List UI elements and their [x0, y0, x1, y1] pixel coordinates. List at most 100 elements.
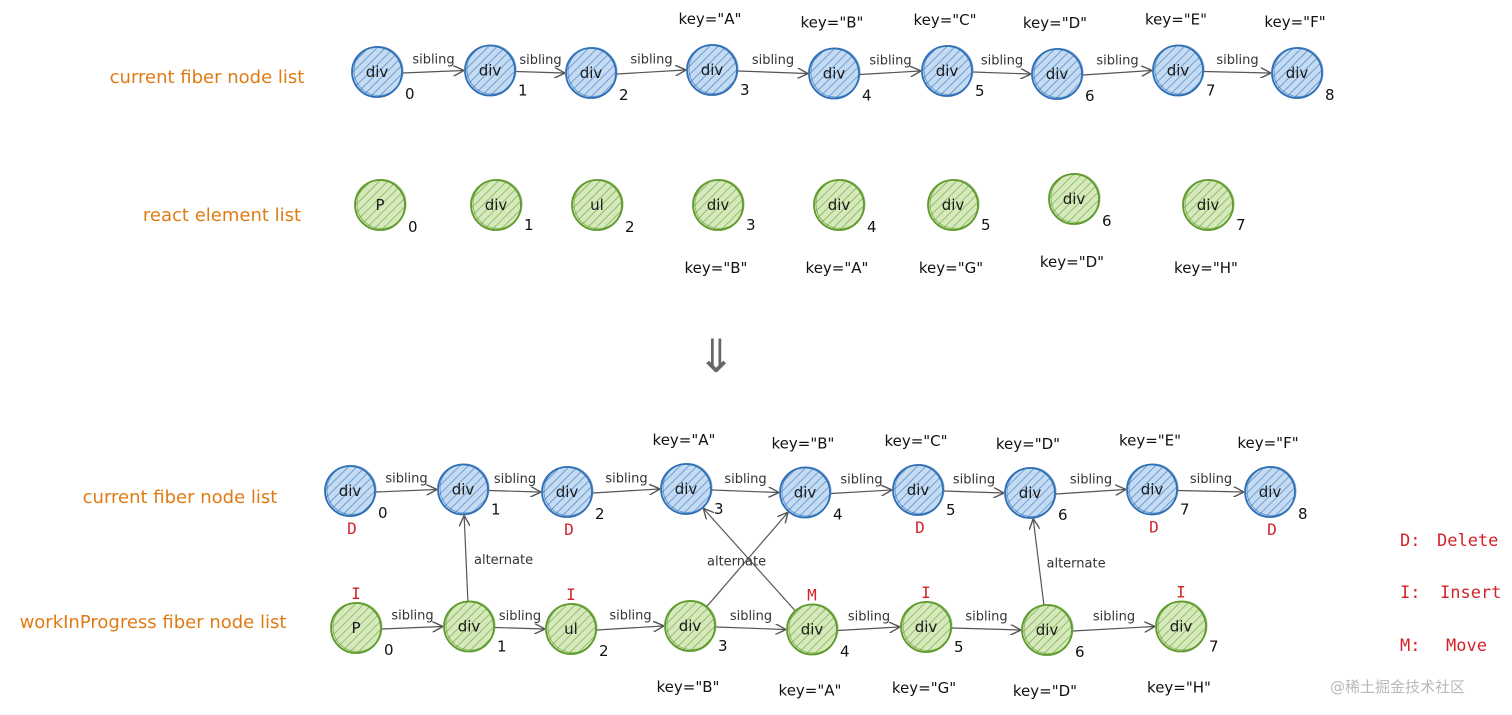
- node-index: 7: [1206, 82, 1216, 100]
- sibling-label: sibling: [385, 471, 427, 486]
- node-type-label: div: [1063, 190, 1086, 208]
- node-key: key="G": [892, 679, 956, 697]
- node-type-label: div: [707, 196, 730, 214]
- sibling-edge: [592, 489, 659, 493]
- node-type-label: div: [1141, 481, 1164, 499]
- work-in-progress-label: workInProgress fiber node list: [20, 612, 287, 633]
- alternate-edge: [464, 516, 468, 602]
- node-key: key="H": [1147, 679, 1211, 697]
- node-type-label: div: [1167, 62, 1190, 80]
- node-index: 2: [619, 86, 629, 104]
- top-current-node-1: div 1: [464, 44, 528, 100]
- node-index: 4: [867, 218, 877, 236]
- react-elements-node-0: P0: [354, 179, 418, 236]
- node-index: 8: [1298, 505, 1308, 523]
- diff-mark-D: D: [1267, 520, 1277, 539]
- node-index: 7: [1209, 638, 1219, 656]
- node-key: key="D": [996, 435, 1060, 453]
- node-key: key="A": [679, 10, 742, 28]
- sibling-edge: [1082, 71, 1151, 76]
- sibling-edge: [1203, 72, 1270, 74]
- work-in-progress-node-0: P 0 I: [330, 584, 394, 659]
- watermark: @稀土掘金技术社区: [1330, 678, 1465, 696]
- node-key: key="A": [806, 259, 869, 277]
- sibling-label: sibling: [752, 53, 794, 68]
- sibling-label: sibling: [840, 472, 882, 487]
- node-type-label: div: [479, 62, 502, 80]
- node-index: 5: [981, 216, 991, 234]
- bottom-current-label: current fiber node list: [83, 487, 278, 508]
- node-type-label: div: [458, 618, 481, 636]
- react-elements-node-6: div 6 key="D": [1040, 173, 1112, 271]
- work-in-progress-node-4: div 4 key="A" M: [779, 586, 850, 700]
- node-index: 0: [405, 85, 415, 103]
- work-in-progress-node-7: div 7 key="H" I: [1147, 583, 1219, 697]
- bottom-current-node-4: div 4 key="B": [772, 435, 843, 524]
- sibling-label: sibling: [965, 610, 1007, 625]
- bottom-current-node-3: div 3 key="A": [653, 431, 724, 518]
- top-current-node-4: div 4 key="B": [801, 14, 872, 105]
- sibling-label: sibling: [1096, 53, 1138, 68]
- sibling-edge: [381, 627, 442, 630]
- node-key: key="G": [919, 259, 983, 277]
- legend-move-word: Move: [1446, 636, 1487, 656]
- sibling-edge: [515, 72, 564, 74]
- node-key: key="B": [657, 678, 720, 696]
- sibling-edge: [737, 71, 807, 74]
- sibling-edge: [830, 490, 891, 494]
- node-type-label: div: [823, 65, 846, 83]
- top-current-node-5: div 5 key="C": [913, 11, 984, 100]
- diff-mark-I: I: [351, 584, 361, 603]
- node-type-label: div: [1286, 64, 1309, 82]
- sibling-edge: [972, 72, 1030, 74]
- sibling-edge: [951, 628, 1020, 630]
- top-current-node-7: div 7 key="E": [1145, 11, 1216, 100]
- node-type-label: div: [580, 64, 603, 82]
- sibling-label: sibling: [724, 472, 766, 487]
- sibling-label: sibling: [1093, 609, 1135, 624]
- alternate-edge: [705, 513, 787, 608]
- react-elements-node-4: div 4 key="A": [806, 179, 877, 277]
- node-type-label: P: [375, 196, 384, 214]
- node-key: key="D": [1040, 253, 1104, 271]
- sibling-label: sibling: [499, 609, 541, 624]
- sibling-edge: [1072, 627, 1154, 632]
- node-type-label: div: [1170, 618, 1193, 636]
- node-index: 3: [740, 81, 750, 99]
- diff-mark-D: D: [915, 518, 925, 537]
- node-index: 8: [1325, 86, 1335, 104]
- sibling-edge: [711, 490, 778, 493]
- sibling-label: sibling: [1216, 53, 1258, 68]
- node-index: 6: [1102, 212, 1112, 230]
- node-key: key="B": [801, 14, 864, 32]
- node-type-label: div: [828, 196, 851, 214]
- node-type-label: div: [701, 61, 724, 79]
- node-type-label: div: [485, 196, 508, 214]
- work-in-progress-node-1: div 1: [443, 600, 507, 656]
- node-key: key="C": [884, 432, 947, 450]
- work-in-progress-node-2: ul 2 I: [545, 585, 609, 660]
- work-in-progress-node-5: div 5 key="G" I: [892, 583, 964, 697]
- node-index: 4: [833, 506, 843, 524]
- bottom-current-node-6: div 6 key="D": [996, 435, 1068, 524]
- node-key: key="A": [779, 682, 842, 700]
- node-type-label: div: [1259, 483, 1282, 501]
- sibling-label: sibling: [605, 472, 647, 487]
- sibling-edge: [1177, 491, 1243, 493]
- alternate-edge: [1033, 520, 1045, 606]
- sibling-edge: [375, 490, 436, 493]
- transition-arrow: ⇓: [697, 329, 736, 383]
- bottom-current-node-1: div 1: [437, 463, 501, 519]
- node-type-label: div: [801, 621, 824, 639]
- sibling-edge: [596, 626, 663, 630]
- node-index: 6: [1085, 87, 1095, 105]
- top-current-node-8: div 8 key="F": [1264, 13, 1334, 104]
- diff-mark-D: D: [564, 520, 574, 539]
- node-index: 1: [524, 216, 534, 234]
- node-type-label: div: [794, 484, 817, 502]
- sibling-label: sibling: [494, 472, 536, 487]
- sibling-edge: [616, 70, 685, 74]
- sibling-label: sibling: [630, 53, 672, 68]
- node-index: 1: [491, 501, 501, 519]
